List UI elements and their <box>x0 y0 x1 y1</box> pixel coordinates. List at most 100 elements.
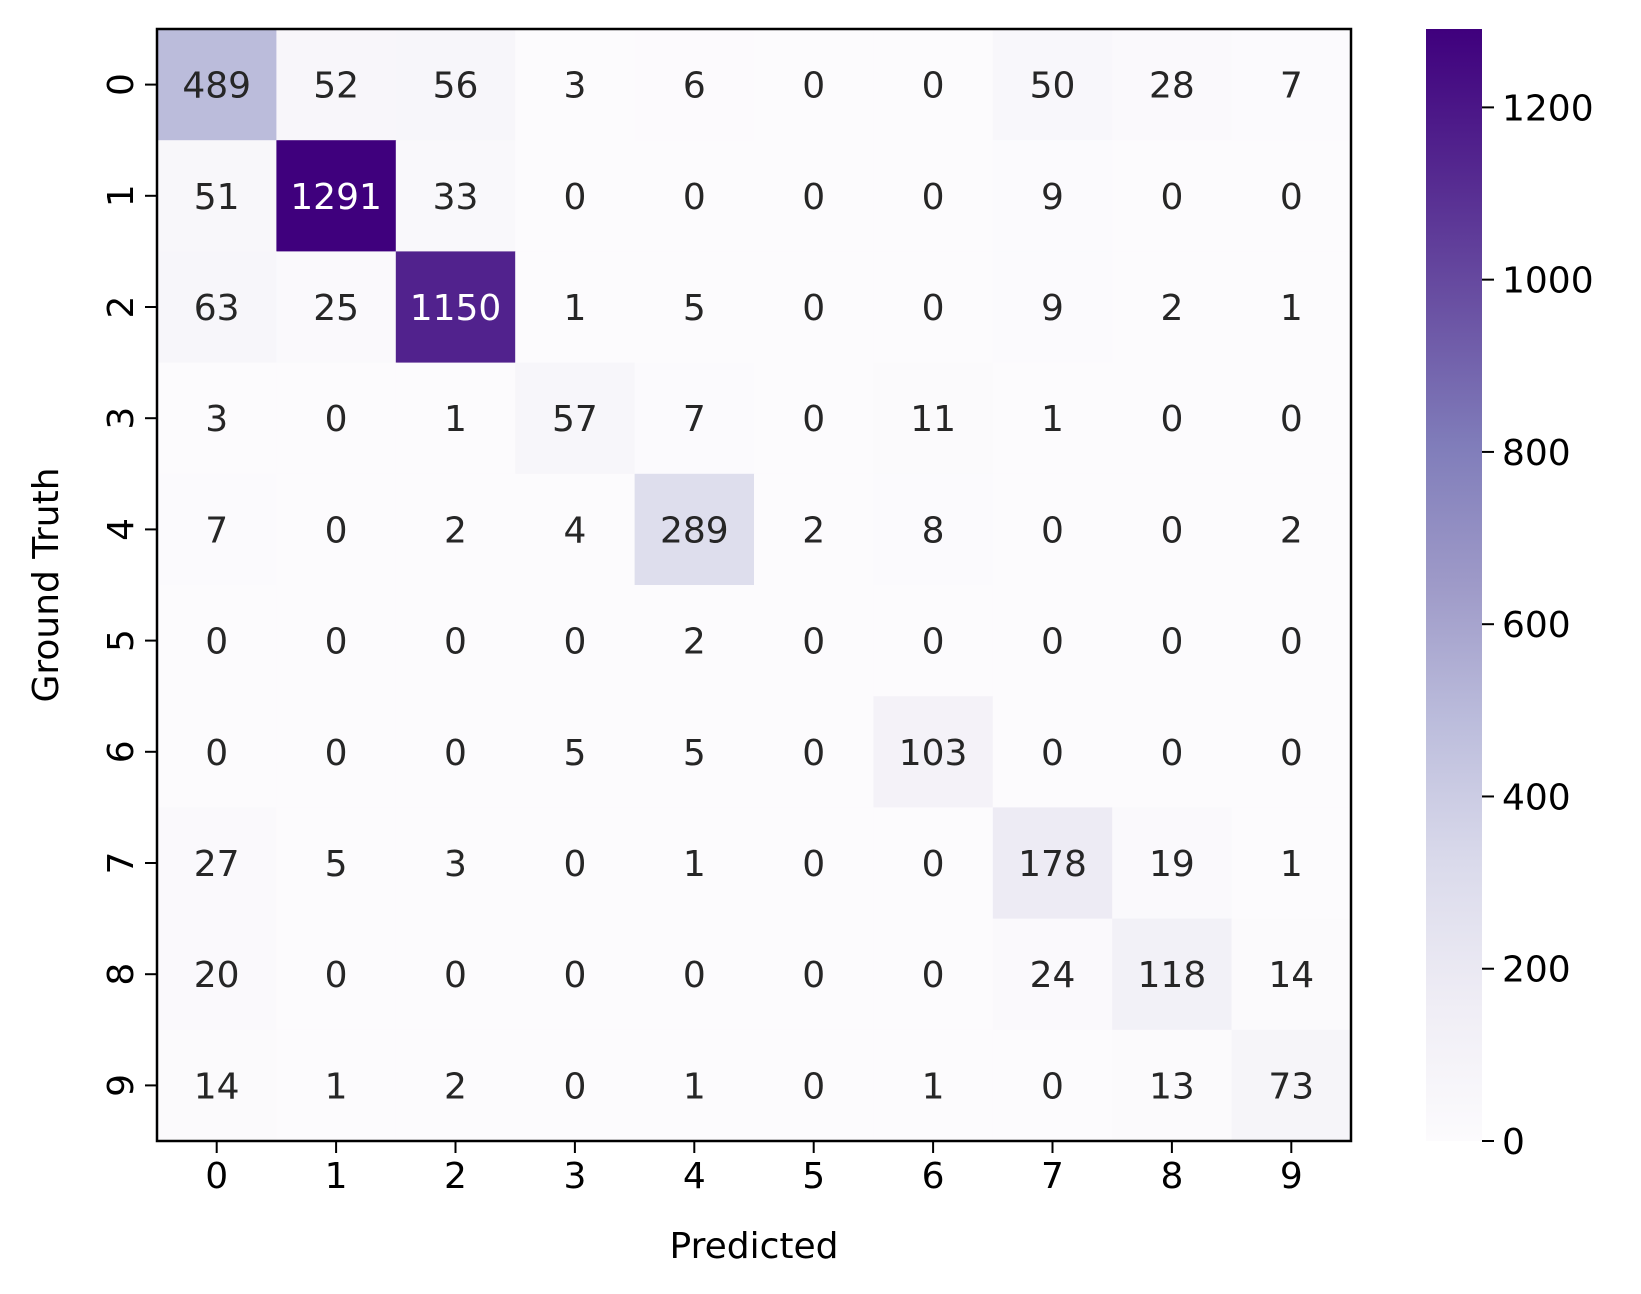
cell-value-r9-c2: 2 <box>444 1066 467 1107</box>
heatmap-cell-r6-c3 <box>515 696 636 808</box>
colorbar-tick-label-0: 0 <box>1502 1122 1525 1163</box>
cell-value-r0-c9: 7 <box>1280 66 1303 107</box>
heatmap-cell-r8-c9 <box>1231 918 1352 1031</box>
cell-value-r1-c8: 0 <box>1160 177 1183 218</box>
cell-value-r1-c0: 51 <box>194 177 240 218</box>
cell-value-r5-c1: 0 <box>325 622 348 663</box>
heatmap-cell-r0-c2 <box>395 29 516 141</box>
heatmap-cell-r3-c5 <box>754 362 874 475</box>
heatmap-cell-r5-c9 <box>1231 585 1352 697</box>
cell-value-r5-c8: 0 <box>1160 622 1183 663</box>
cell-value-r4-c9: 2 <box>1280 510 1303 551</box>
cell-value-r7-c5: 0 <box>802 844 825 885</box>
cell-value-r2-c4: 5 <box>683 288 706 329</box>
heatmap-cell-r5-c4 <box>634 585 755 697</box>
cell-value-r6-c3: 5 <box>563 733 586 774</box>
heatmap-cell-r8-c1 <box>276 918 397 1031</box>
cell-value-r0-c3: 3 <box>563 66 586 107</box>
heatmap-cell-r9-c2 <box>395 1029 516 1142</box>
cell-value-r2-c3: 1 <box>563 288 586 329</box>
cell-value-r9-c1: 1 <box>325 1066 348 1107</box>
heatmap-cell-r2-c2 <box>395 251 516 364</box>
y-tick-label-4: 4 <box>101 518 142 541</box>
colorbar-tick-label-5: 1000 <box>1502 261 1594 302</box>
heatmap-cell-r2-c4 <box>634 251 755 364</box>
cell-value-r8-c8: 118 <box>1138 955 1207 996</box>
heatmap-cell-r9-c0 <box>157 1029 277 1142</box>
cell-value-r0-c1: 52 <box>313 66 359 107</box>
heatmap-cell-r7-c9 <box>1231 807 1352 920</box>
heatmap-cell-r1-c1 <box>276 140 397 252</box>
cell-value-r9-c3: 0 <box>563 1066 586 1107</box>
cell-value-r8-c2: 0 <box>444 955 467 996</box>
heatmap-cell-r5-c0 <box>157 585 277 697</box>
cell-value-r2-c2: 1150 <box>410 288 502 329</box>
cell-value-r7-c0: 27 <box>194 844 240 885</box>
cell-value-r4-c5: 2 <box>802 510 825 551</box>
cell-value-r2-c1: 25 <box>313 288 359 329</box>
heatmap-cell-r4-c5 <box>754 473 874 586</box>
heatmap-cell-r3-c7 <box>992 362 1113 475</box>
cell-value-r2-c7: 9 <box>1041 288 1064 329</box>
heatmap-cell-r1-c2 <box>395 140 516 252</box>
heatmap-cell-r9-c8 <box>1112 1029 1233 1142</box>
heatmap-cell-r7-c5 <box>754 807 874 920</box>
cell-value-r0-c7: 50 <box>1030 66 1076 107</box>
heatmap-cell-r3-c8 <box>1112 362 1233 475</box>
x-tick-label-7: 7 <box>1041 1156 1064 1197</box>
heatmap-cell-r1-c7 <box>992 140 1113 252</box>
cell-value-r5-c3: 0 <box>563 622 586 663</box>
heatmap-cell-r0-c1 <box>276 29 397 141</box>
heatmap-cell-r9-c1 <box>276 1029 397 1142</box>
heatmap-cell-r7-c6 <box>873 807 994 920</box>
cell-value-r0-c2: 56 <box>433 66 479 107</box>
cell-value-r3-c3: 57 <box>552 399 598 440</box>
heatmap-cell-r5-c3 <box>515 585 636 697</box>
cell-value-r7-c6: 0 <box>922 844 945 885</box>
heatmap-cell-r7-c8 <box>1112 807 1233 920</box>
cell-value-r8-c3: 0 <box>563 955 586 996</box>
heatmap-cell-r7-c1 <box>276 807 397 920</box>
cell-value-r3-c5: 0 <box>802 399 825 440</box>
cell-value-r9-c4: 1 <box>683 1066 706 1107</box>
cell-value-r4-c1: 0 <box>325 510 348 551</box>
cell-value-r7-c8: 19 <box>1149 844 1195 885</box>
y-tick-label-7: 7 <box>101 852 142 875</box>
heatmap-cell-r2-c9 <box>1231 251 1352 364</box>
heatmap-cell-r6-c2 <box>395 696 516 808</box>
cell-value-r9-c5: 0 <box>802 1066 825 1107</box>
cell-value-r4-c8: 0 <box>1160 510 1183 551</box>
cell-value-r9-c8: 13 <box>1149 1066 1195 1107</box>
heatmap-cell-r3-c3 <box>515 362 636 475</box>
colorbar-tick-label-3: 600 <box>1502 605 1571 646</box>
cell-value-r3-c1: 0 <box>325 399 348 440</box>
cell-value-r3-c2: 1 <box>444 399 467 440</box>
cell-value-r8-c4: 0 <box>683 955 706 996</box>
heatmap-cell-r4-c6 <box>873 473 994 586</box>
heatmap-cell-r1-c0 <box>157 140 277 252</box>
heatmap-cell-r7-c4 <box>634 807 755 920</box>
cell-value-r5-c0: 0 <box>205 622 228 663</box>
cell-value-r8-c1: 0 <box>325 955 348 996</box>
cell-value-r9-c0: 14 <box>194 1066 240 1107</box>
x-tick-label-9: 9 <box>1280 1156 1303 1197</box>
heatmap-cell-r4-c8 <box>1112 473 1233 586</box>
cell-value-r1-c1: 1291 <box>290 177 382 218</box>
x-tick-label-4: 4 <box>683 1156 706 1197</box>
cell-value-r4-c6: 8 <box>922 510 945 551</box>
heatmap-cell-r8-c5 <box>754 918 874 1031</box>
colorbar-tick-label-2: 400 <box>1502 777 1571 818</box>
y-tick-label-0: 0 <box>101 73 142 96</box>
colorbar-axis: 0 200 400 600 800 1000 1200 <box>1482 88 1594 1163</box>
heatmap-cell-r8-c0 <box>157 918 277 1031</box>
heatmap-cell-r6-c0 <box>157 696 277 808</box>
x-axis-label: Predicted <box>670 1226 839 1267</box>
heatmap-cell-r1-c8 <box>1112 140 1233 252</box>
cell-value-r1-c6: 0 <box>922 177 945 218</box>
cell-value-r1-c9: 0 <box>1280 177 1303 218</box>
cell-value-r6-c1: 0 <box>325 733 348 774</box>
cell-value-r1-c3: 0 <box>563 177 586 218</box>
x-tick-label-5: 5 <box>802 1156 825 1197</box>
x-tick-label-3: 3 <box>563 1156 586 1197</box>
heatmap-cell-r6-c4 <box>634 696 755 808</box>
